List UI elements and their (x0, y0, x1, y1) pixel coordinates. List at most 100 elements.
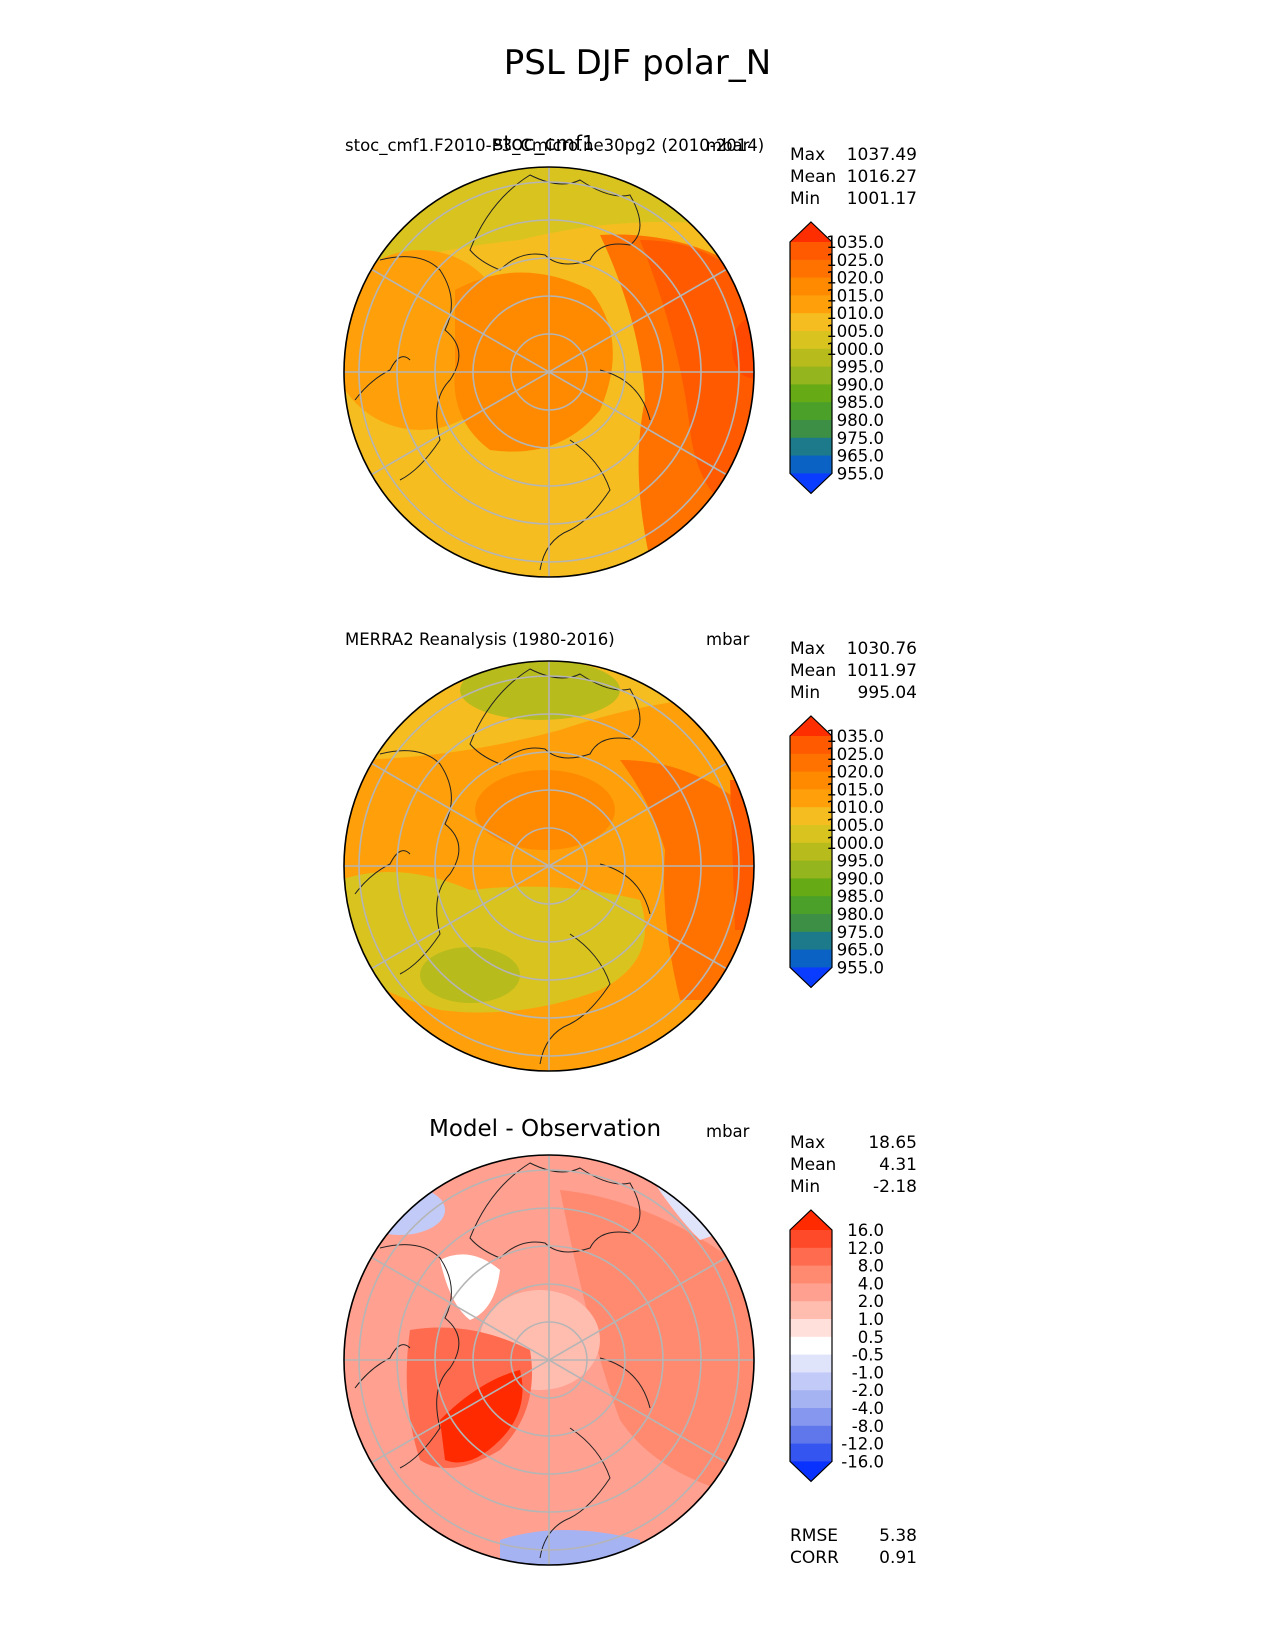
colorbar-cell (790, 402, 832, 421)
panel2-coastlines (354, 668, 651, 1065)
colorbar-tick-label: 1.0 (858, 1310, 884, 1329)
panel3-title-center: Model - Observation (429, 1116, 662, 1142)
panel2-stat-mean-label: Mean (790, 661, 837, 681)
colorbar-cell (790, 420, 832, 439)
colorbar-tick-label: 955.0 (837, 958, 884, 977)
colorbar-tick-label: 2.0 (858, 1292, 884, 1311)
panel3-stat-max-value: 18.65 (868, 1133, 917, 1153)
colorbar-tick-label: 985.0 (837, 393, 884, 412)
colorbar-tick-label: 12.0 (847, 1239, 884, 1258)
colorbar-cell (790, 896, 832, 915)
panel2-stat-max-label: Max (790, 639, 826, 659)
colorbar-cell (790, 313, 832, 332)
colorbar-tick-label: 1025.0 (826, 251, 884, 270)
colorbar-cap-bottom (790, 473, 832, 494)
colorbar-tick-label: 980.0 (837, 411, 884, 430)
colorbar-cell (790, 807, 832, 826)
panel1-map (343, 166, 755, 578)
panel3-stat-min-value: -2.18 (873, 1177, 917, 1197)
colorbar-cell (790, 949, 832, 968)
colorbar-tick-label: 1005.0 (826, 322, 884, 341)
colorbar-cell (790, 860, 832, 879)
colorbar-tick-label: 1020.0 (826, 269, 884, 288)
panel3-map (343, 1154, 755, 1566)
colorbar-cell (790, 1301, 832, 1320)
panel3-rmse-value: 5.38 (879, 1526, 917, 1546)
panel1-field-arctic-high (454, 272, 613, 452)
colorbar-tick-label: -4.0 (852, 1399, 884, 1418)
colorbar-cell (790, 1425, 832, 1445)
colorbar-tick-label: 965.0 (837, 941, 884, 960)
panel2-title-right: mbar (706, 630, 750, 649)
panel3-corr-label: CORR (790, 1548, 839, 1568)
panel1-map-border (343, 166, 755, 578)
colorbar-tick-label: 980.0 (837, 905, 884, 924)
panel3-coastlines (354, 1162, 651, 1559)
colorbar-cell (790, 1319, 832, 1338)
colorbar-tick-label: 8.0 (858, 1257, 884, 1276)
panel2-field-siberian-high (620, 760, 754, 1000)
colorbar-tick-label: 995.0 (837, 852, 884, 871)
colorbar-cap-top (790, 716, 832, 736)
colorbar-cell (790, 437, 832, 457)
panel3-title-right: mbar (706, 1122, 750, 1141)
colorbar-cell (790, 1336, 832, 1356)
colorbar-tick-label: 1000.0 (826, 834, 884, 853)
colorbar-cell (790, 1408, 832, 1427)
colorbar-cell (790, 277, 832, 296)
panel2-stat-mean-value: 1011.97 (846, 661, 917, 681)
panel2-field-icelandic-core (420, 947, 520, 1003)
colorbar-outline (789, 221, 833, 495)
figure-title: PSL DJF polar_N (503, 43, 772, 83)
colorbar-cell (790, 771, 832, 790)
panel3-map-border (343, 1154, 755, 1566)
panel2-stat-min-label: Min (790, 683, 821, 703)
colorbar-cell (790, 348, 832, 368)
panel1-graticule (344, 167, 754, 577)
panel2-field-aleutian-core (460, 661, 620, 720)
colorbar-tick-label: 990.0 (837, 869, 884, 888)
colorbar-tick-label: 1005.0 (826, 816, 884, 835)
colorbar-tick-label: -0.5 (852, 1346, 884, 1365)
colorbar-cell (790, 753, 832, 773)
panel2-colorbar: 1035.01025.01020.01015.01010.01005.01000… (789, 715, 884, 989)
colorbar-tick-label: -12.0 (841, 1435, 884, 1454)
colorbar-cell (790, 242, 832, 261)
panel2-field-icelandic-low (344, 872, 645, 1013)
panel3-corr-value: 0.91 (879, 1548, 917, 1568)
colorbar-cell (790, 1247, 832, 1267)
panel2-field-arctic-high (475, 770, 615, 850)
colorbar-cell (790, 842, 832, 862)
colorbar-outline (789, 1209, 833, 1483)
colorbar-tick-label: 1010.0 (826, 798, 884, 817)
panel1-colorbar: 1035.01025.01020.01015.01010.01005.01000… (789, 221, 884, 495)
colorbar-tick-label: 0.5 (858, 1328, 884, 1347)
panel2-stat-max-value: 1030.76 (846, 639, 917, 659)
colorbar-cell (790, 331, 832, 350)
colorbar-cell (790, 259, 832, 279)
colorbar-tick-label: -8.0 (852, 1417, 884, 1436)
colorbar-tick-label: 975.0 (837, 923, 884, 942)
colorbar-outline (789, 715, 833, 989)
colorbar-cell (790, 1443, 832, 1462)
colorbar-cap-bottom (790, 967, 832, 988)
colorbar-cap-bottom (790, 1461, 832, 1482)
panel1-stat-max-value: 1037.49 (846, 145, 917, 165)
colorbar-cell (790, 1390, 832, 1409)
panel3-field-greenland-white (440, 1254, 500, 1320)
colorbar-cell (790, 789, 832, 808)
panel3-stat-max-label: Max (790, 1133, 826, 1153)
colorbar-tick-label: 1035.0 (826, 233, 884, 252)
panel3-field-north-pacific-core (440, 1370, 523, 1463)
colorbar-tick-label: 995.0 (837, 358, 884, 377)
colorbar-cell (790, 455, 832, 474)
panel1-title-left: stoc_cmf1.F2010-P3_Cmicro.ne30pg2 (2010-… (345, 136, 765, 155)
colorbar-cell (790, 825, 832, 844)
colorbar-cell (790, 878, 832, 897)
colorbar-cell (790, 1265, 832, 1284)
panel3-colorbar: 16.012.08.04.02.01.00.5-0.5-1.0-2.0-4.0-… (789, 1209, 884, 1483)
colorbar-tick-label: 955.0 (837, 464, 884, 483)
colorbar-tick-label: 1035.0 (826, 727, 884, 746)
panel2-stat-min-value: 995.04 (857, 683, 917, 703)
